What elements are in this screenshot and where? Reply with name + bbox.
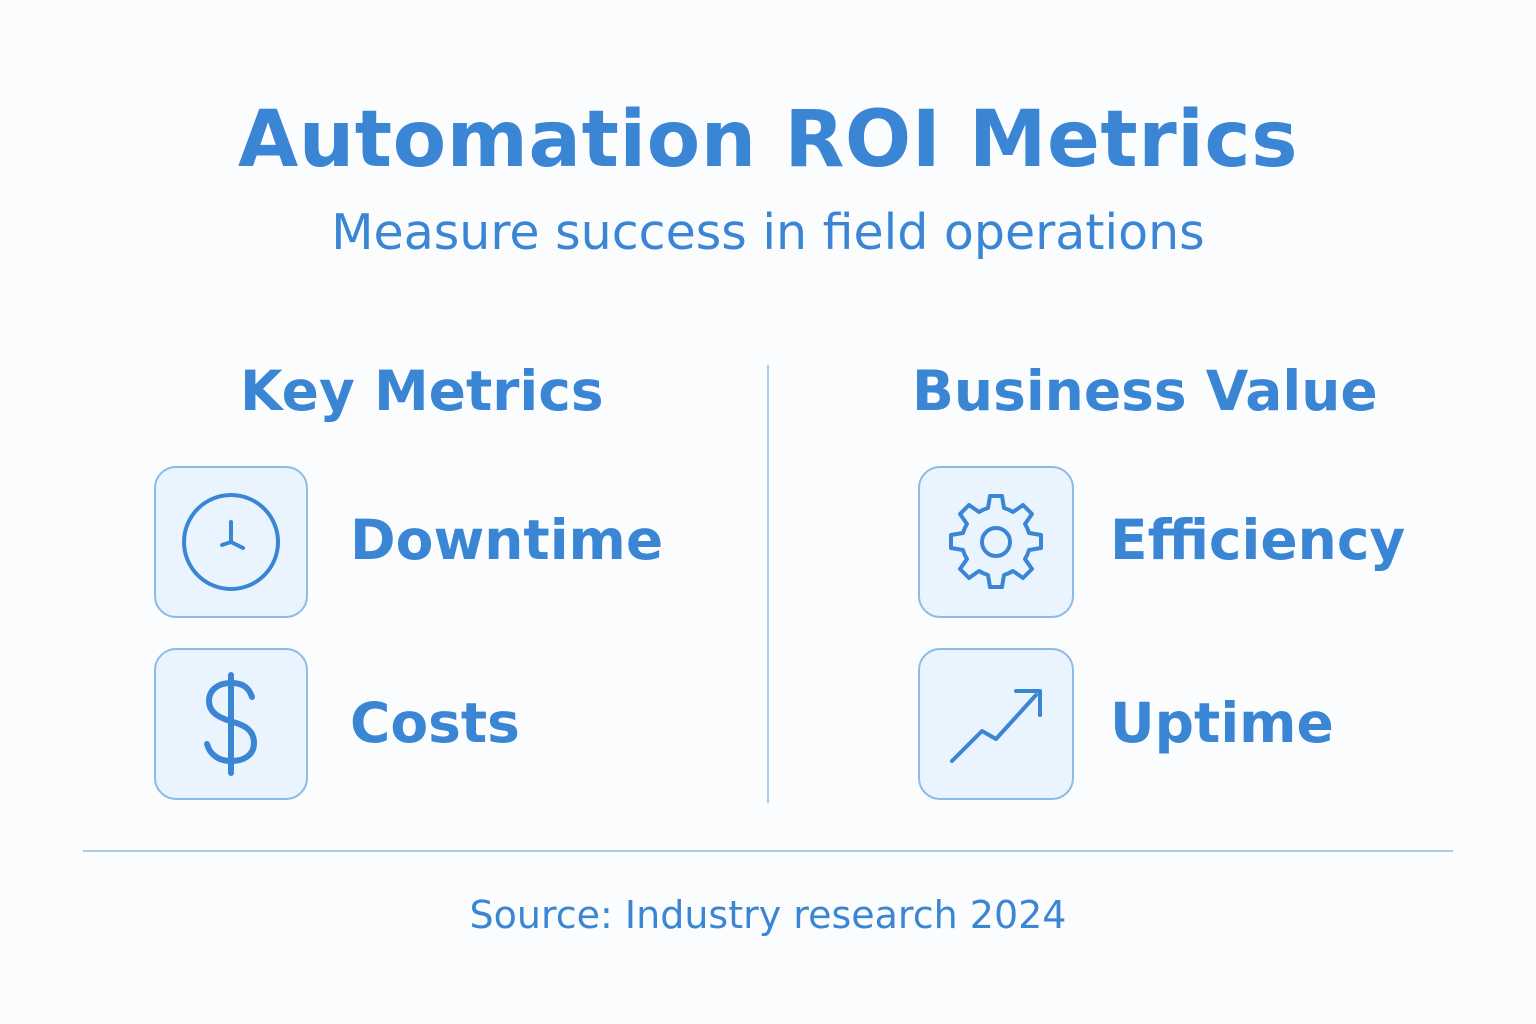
uptime-tile — [918, 648, 1074, 800]
efficiency-label: Efficiency — [1110, 508, 1406, 572]
footer-divider — [83, 850, 1453, 852]
page-title: Automation ROI Metrics — [237, 95, 1299, 185]
clock-icon — [182, 493, 280, 591]
source-note: Source: Industry research 2024 — [469, 893, 1067, 937]
downtime-tile — [154, 466, 308, 618]
costs-tile — [154, 648, 308, 800]
uptime-label: Uptime — [1110, 691, 1334, 755]
key-metrics-heading: Key Metrics — [240, 359, 604, 423]
efficiency-tile — [918, 466, 1074, 618]
downtime-label: Downtime — [350, 508, 664, 572]
costs-label: Costs — [350, 691, 520, 755]
trend-up-icon — [950, 689, 1042, 763]
dollar-icon — [204, 672, 258, 776]
column-divider — [767, 365, 769, 803]
gear-icon — [949, 494, 1043, 589]
page-subtitle: Measure success in field operations — [331, 204, 1205, 261]
business-value-heading: Business Value — [912, 359, 1378, 423]
